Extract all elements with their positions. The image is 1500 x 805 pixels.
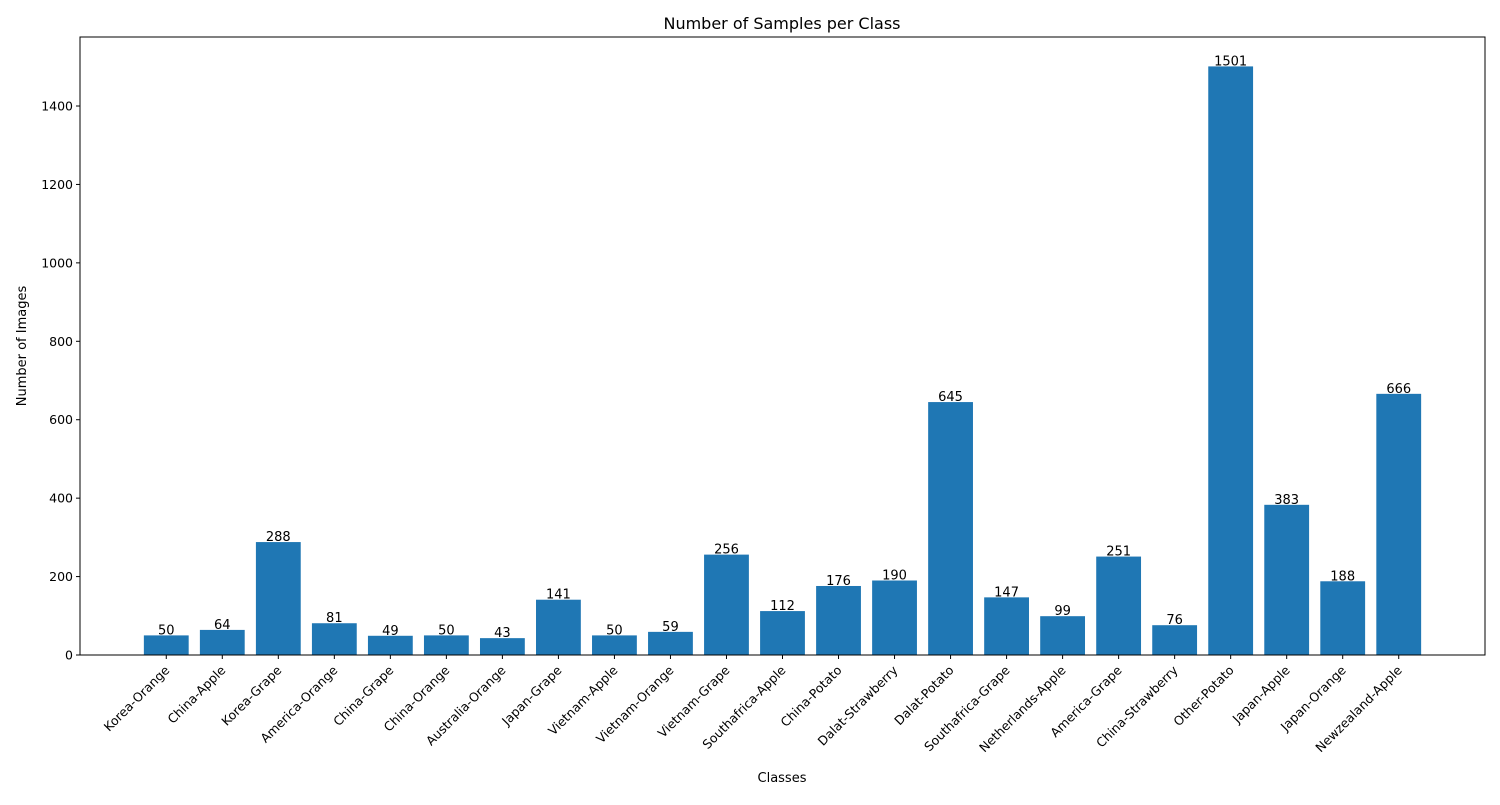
data-label: 49	[382, 624, 399, 639]
bar	[1096, 556, 1142, 655]
data-label: 50	[606, 623, 623, 638]
y-tick-label: 0	[65, 648, 73, 663]
bar	[928, 402, 973, 655]
ticks-layer: Korea-OrangeChina-AppleKorea-GrapeAmeric…	[41, 99, 1405, 756]
bar	[1152, 625, 1198, 655]
data-label: 99	[1054, 604, 1071, 619]
data-label: 76	[1166, 613, 1183, 628]
x-tick-label: Korea-Orange	[101, 662, 173, 734]
data-label: 112	[770, 599, 795, 614]
data-label: 147	[994, 585, 1019, 600]
y-tick-label: 1200	[41, 177, 73, 192]
data-label: 645	[938, 390, 963, 405]
data-label: 43	[494, 626, 511, 641]
x-axis-label: Classes	[758, 771, 807, 786]
bar	[1264, 504, 1310, 655]
data-label: 176	[826, 574, 851, 589]
bar	[367, 635, 413, 655]
plot-frame	[79, 36, 1486, 656]
y-tick-label: 600	[49, 412, 73, 427]
y-tick-label: 1000	[41, 255, 73, 270]
y-tick-label: 800	[49, 334, 73, 349]
data-label: 190	[882, 568, 907, 583]
data-label: 251	[1106, 545, 1131, 560]
data-label: 50	[438, 623, 455, 638]
y-tick-label: 1400	[41, 99, 73, 114]
y-axis-label: Number of Images	[15, 286, 30, 407]
data-label: 59	[662, 620, 679, 635]
bar	[423, 635, 469, 655]
bar	[1376, 393, 1422, 655]
y-tick-label: 400	[49, 491, 73, 506]
bar	[311, 623, 357, 655]
bar	[536, 599, 581, 655]
bar	[143, 635, 189, 655]
data-label: 141	[546, 588, 571, 603]
chart-title: Number of Samples per Class	[663, 14, 900, 33]
data-label: 188	[1330, 569, 1355, 584]
bar	[816, 585, 861, 655]
bar	[199, 629, 245, 655]
data-label: 1501	[1214, 54, 1247, 69]
bar	[1040, 616, 1086, 655]
bar	[760, 611, 805, 655]
bars-layer	[143, 66, 1422, 655]
bar	[704, 554, 749, 655]
bar	[984, 597, 1029, 655]
data-label: 64	[214, 618, 231, 633]
data-label: 50	[158, 623, 175, 638]
data-label: 288	[266, 530, 291, 545]
data-label: 256	[714, 543, 739, 558]
data-label: 81	[326, 611, 343, 626]
bar	[255, 542, 301, 655]
data-label: 666	[1386, 382, 1411, 397]
bar	[872, 580, 917, 655]
bar	[648, 631, 693, 655]
bar	[479, 638, 525, 655]
y-tick-label: 200	[49, 569, 73, 584]
bar	[1320, 581, 1366, 655]
bar	[592, 635, 637, 655]
data-labels-layer: 50 64 288 81 49 50 43 141 50 59 256 112 176 190 645 147…	[158, 54, 1411, 641]
bar	[1208, 66, 1254, 655]
x-tick-label: Other-Potato	[1170, 663, 1237, 730]
data-label: 383	[1274, 493, 1299, 508]
